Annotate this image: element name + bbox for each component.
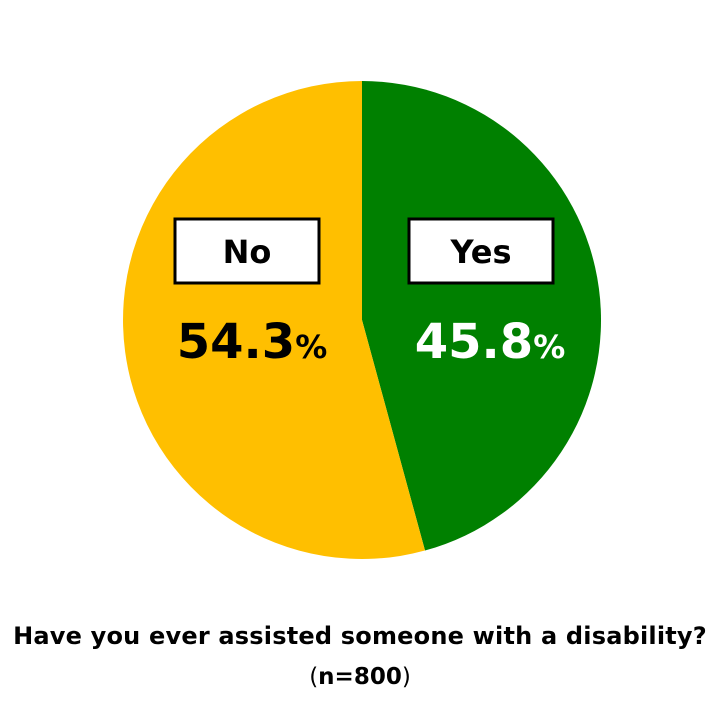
category-label-box-yes [407, 217, 555, 285]
category-label-yes: Yes [450, 233, 512, 271]
sample-size-caption: (n=800) [0, 664, 720, 690]
category-label-no: No [223, 233, 272, 271]
value-label-yes: 45.8% [415, 314, 566, 370]
pie-labels: Yes 45.8% No 54.3% [173, 217, 566, 370]
sample-size-text: n=800 [318, 664, 402, 690]
pie-slices [123, 81, 602, 559]
value-label-no: 54.3% [177, 314, 328, 370]
chart-question-caption: Have you ever assisted someone with a di… [13, 622, 707, 650]
sample-size-close-paren: ) [401, 664, 411, 690]
pie-slice-no [123, 81, 425, 559]
pie-slice-yes [362, 81, 602, 551]
sample-size-open-paren: ( [309, 664, 319, 690]
category-label-box-no [173, 217, 321, 285]
